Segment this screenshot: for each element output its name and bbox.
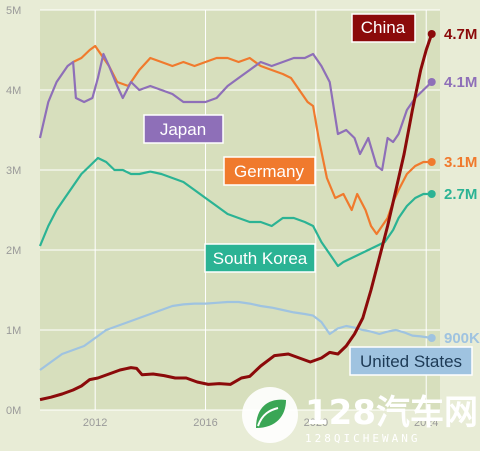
label-germany-text: Germany [234,162,304,181]
label-south-korea-box [204,243,316,273]
label-china-text: China [361,18,406,37]
x-tick-label: 2024 [414,417,438,429]
end-value-japan: 4.1M [444,74,477,91]
x-tick-label: 2012 [83,417,107,429]
series-end-point-china [427,30,436,38]
watermark-leaf-icon [256,399,286,428]
series-lines [38,30,436,402]
y-tick-label: 4M [6,85,21,97]
x-tick-label: 2020 [304,417,328,429]
label-south-korea-text: South Korea [213,249,308,268]
y-tick-label: 5M [6,5,21,17]
series-line-china [39,33,434,402]
series-line-japan [38,52,433,172]
label-china-box [351,13,416,43]
label-japan: Japan [143,114,224,144]
y-tick-label: 2M [6,245,21,257]
series-line-united-states [39,300,432,371]
label-germany: Germany [223,156,316,186]
watermark-subtext: 128QICHEWANG [305,432,420,445]
end-value-south-korea: 2.7M [444,186,477,203]
x-axis-ticks: 2012 2016 2020 2024 [83,417,439,429]
series-end-point-south-korea [427,190,436,198]
label-japan-box [143,114,224,144]
watermark-text: 128汽车网 [305,393,478,433]
series-line-south-korea [38,156,432,268]
label-united-states: United States [349,346,473,376]
series-end-point-united-states [427,334,436,342]
label-south-korea: South Korea [204,243,316,273]
series-end-point-germany [427,158,436,166]
y-axis-ticks: 0M 1M 2M 3M 4M 5M [6,5,21,417]
y-tick-label: 0M [6,405,21,417]
label-united-states-text: United States [360,352,462,371]
y-tick-label: 3M [6,165,21,177]
label-united-states-box [349,346,473,376]
label-japan-text: Japan [160,120,206,139]
watermark-leaf-small-icon [257,407,279,427]
watermark: 128汽车网 128QICHEWANG [242,387,478,445]
end-value-united-states: 900K [444,330,480,347]
series-end-point-japan [427,78,436,86]
end-value-china: 4.7M [444,26,477,43]
label-germany-box [223,156,316,186]
end-value-labels: 900K 2.7M 3.1M 4.1M 4.7M [444,26,480,347]
label-china: China [351,13,416,43]
x-tick-label: 2016 [193,417,217,429]
y-tick-label: 1M [6,325,21,337]
end-value-germany: 3.1M [444,154,477,171]
